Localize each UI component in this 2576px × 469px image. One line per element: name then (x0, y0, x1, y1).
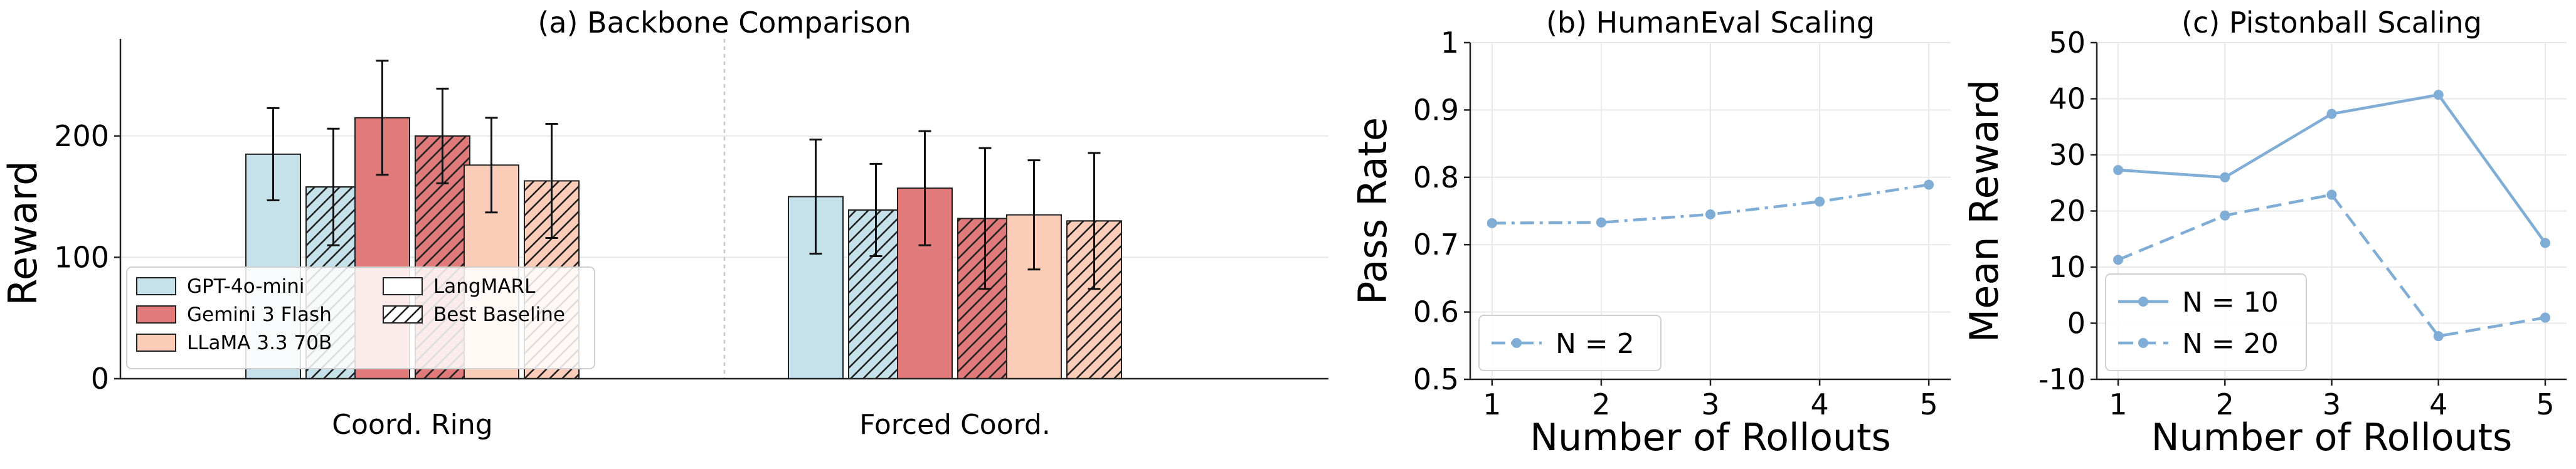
legend-frame (126, 266, 595, 369)
legend-label: Best Baseline (433, 303, 565, 326)
x-tick-label: 3 (1701, 387, 1719, 421)
x-tick-label: 2 (1592, 387, 1610, 421)
y-tick-label: 40 (2049, 82, 2086, 116)
data-point (1487, 218, 1497, 228)
data-point (1705, 209, 1715, 219)
y-tick-label: 100 (54, 240, 109, 274)
x-tick-label: 5 (2536, 387, 2554, 421)
chart-title: (a) Backbone Comparison (538, 6, 911, 40)
data-point (2433, 331, 2444, 342)
data-point (2433, 90, 2444, 100)
data-point (2220, 172, 2230, 182)
y-tick-label: 200 (54, 119, 109, 153)
data-point (2326, 108, 2337, 119)
data-point (2220, 210, 2230, 221)
legend-label: N = 2 (1556, 328, 1635, 360)
legend-swatch (136, 305, 176, 324)
legend: N = 2 (1478, 315, 1662, 371)
x-tick-label: 4 (1810, 387, 1828, 421)
legend-marker (1512, 338, 1522, 348)
data-point (2113, 255, 2124, 265)
y-axis-label: Pass Rate (1350, 117, 1396, 305)
y-tick-label: 0.7 (1413, 228, 1459, 261)
legend-marker (2138, 297, 2148, 307)
data-point (1815, 196, 1825, 207)
legend-label: N = 20 (2182, 328, 2279, 360)
y-tick-label: 50 (2049, 26, 2086, 60)
legend-swatch (136, 277, 176, 295)
legend-marker (2138, 338, 2148, 348)
legend-label: GPT-4o-mini (187, 275, 305, 298)
y-tick-label: 20 (2049, 194, 2086, 228)
y-tick-label: 0.9 (1413, 93, 1459, 127)
legend-swatch-hatch (383, 305, 423, 324)
y-tick-label: 0.8 (1413, 161, 1459, 194)
data-point (2540, 238, 2550, 248)
x-tick-label: 4 (2429, 387, 2447, 421)
legend-label: LLaMA 3.3 70B (187, 332, 332, 354)
y-tick-label: 10 (2049, 250, 2086, 284)
x-tick-label: 1 (1483, 387, 1501, 421)
data-point (1596, 217, 1606, 228)
legend-label: LangMARL (433, 275, 536, 298)
panel-a: Coord. Ring Forced Coord. 0 100 200 (a) Backb… (0, 6, 1328, 441)
data-point (2113, 165, 2124, 176)
y-tick-label: 1 (1441, 26, 1459, 60)
data-point (2326, 189, 2337, 200)
y-tick-label: 0.6 (1413, 295, 1459, 329)
x-tick-label: 1 (2109, 387, 2127, 421)
legend-frame (2105, 273, 2307, 371)
legend-label: Gemini 3 Flash (187, 303, 332, 326)
panel-c: -10 0 10 20 30 40 50 1 2 3 4 5 (c) Pistonball Scalin… (1961, 6, 2567, 460)
x-axis-label: Number of Rollouts (2151, 416, 2513, 460)
y-tick-label: 0 (2067, 307, 2086, 340)
x-tick-label: 2 (2216, 387, 2234, 421)
legend: N = 10 N = 20 (2105, 273, 2307, 371)
chart-title: (b) HumanEval Scaling (1546, 6, 1875, 40)
y-tick-label: -10 (2038, 362, 2086, 396)
y-tick-label: 0.5 (1413, 362, 1459, 396)
y-tick-label: 30 (2049, 138, 2086, 172)
legend: GPT-4o-mini Gemini 3 Flash LLaMA 3.3 70B La… (126, 266, 595, 369)
legend-label: N = 10 (2182, 287, 2279, 319)
x-tick-label: 3 (2323, 387, 2341, 421)
y-tick-label: 0 (91, 362, 109, 396)
chart-title: (c) Pistonball Scaling (2181, 6, 2482, 40)
y-axis-label: Mean Reward (1961, 80, 2007, 343)
x-tick-label: 5 (1920, 387, 1938, 421)
series-line (2118, 193, 2546, 338)
legend-swatch (136, 334, 176, 352)
data-point (1924, 179, 1934, 190)
x-axis-label: Number of Rollouts (1530, 416, 1891, 460)
y-axis-label: Reward (0, 161, 46, 306)
legend-swatch (383, 277, 423, 295)
panel-b: 0.5 0.6 0.7 0.8 0.9 1 1 2 3 4 5 (b) HumanEval Scali… (1350, 6, 1951, 460)
data-point (2540, 312, 2550, 323)
legend-frame (1478, 315, 1662, 371)
x-category-label: Coord. Ring (332, 409, 492, 441)
x-category-label: Forced Coord. (859, 409, 1051, 441)
